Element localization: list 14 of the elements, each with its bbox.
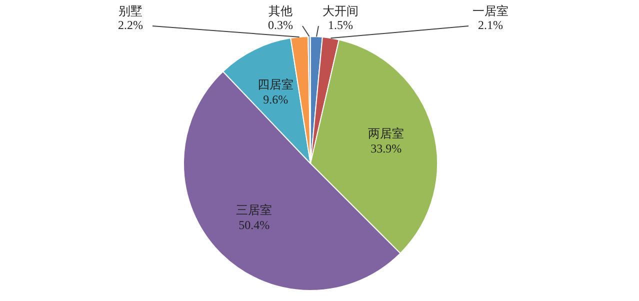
slice-label: 两居室 xyxy=(368,126,404,140)
data-label: 2.2% xyxy=(118,18,143,32)
slice-label: 其他 xyxy=(268,4,292,18)
data-label: 2.1% xyxy=(478,18,503,32)
data-label: 0.3% xyxy=(268,18,293,32)
data-label: 1.5% xyxy=(328,18,353,32)
data-label: 33.9% xyxy=(370,141,402,156)
slice-label: 一居室 xyxy=(472,4,508,18)
slice-label: 大开间 xyxy=(322,4,358,18)
slice-label: 别墅 xyxy=(118,4,142,18)
slice-label: 三居室 xyxy=(236,203,272,218)
slice-label: 四居室 xyxy=(258,78,294,92)
data-label: 50.4% xyxy=(238,218,270,232)
data-label: 9.6% xyxy=(263,92,288,107)
